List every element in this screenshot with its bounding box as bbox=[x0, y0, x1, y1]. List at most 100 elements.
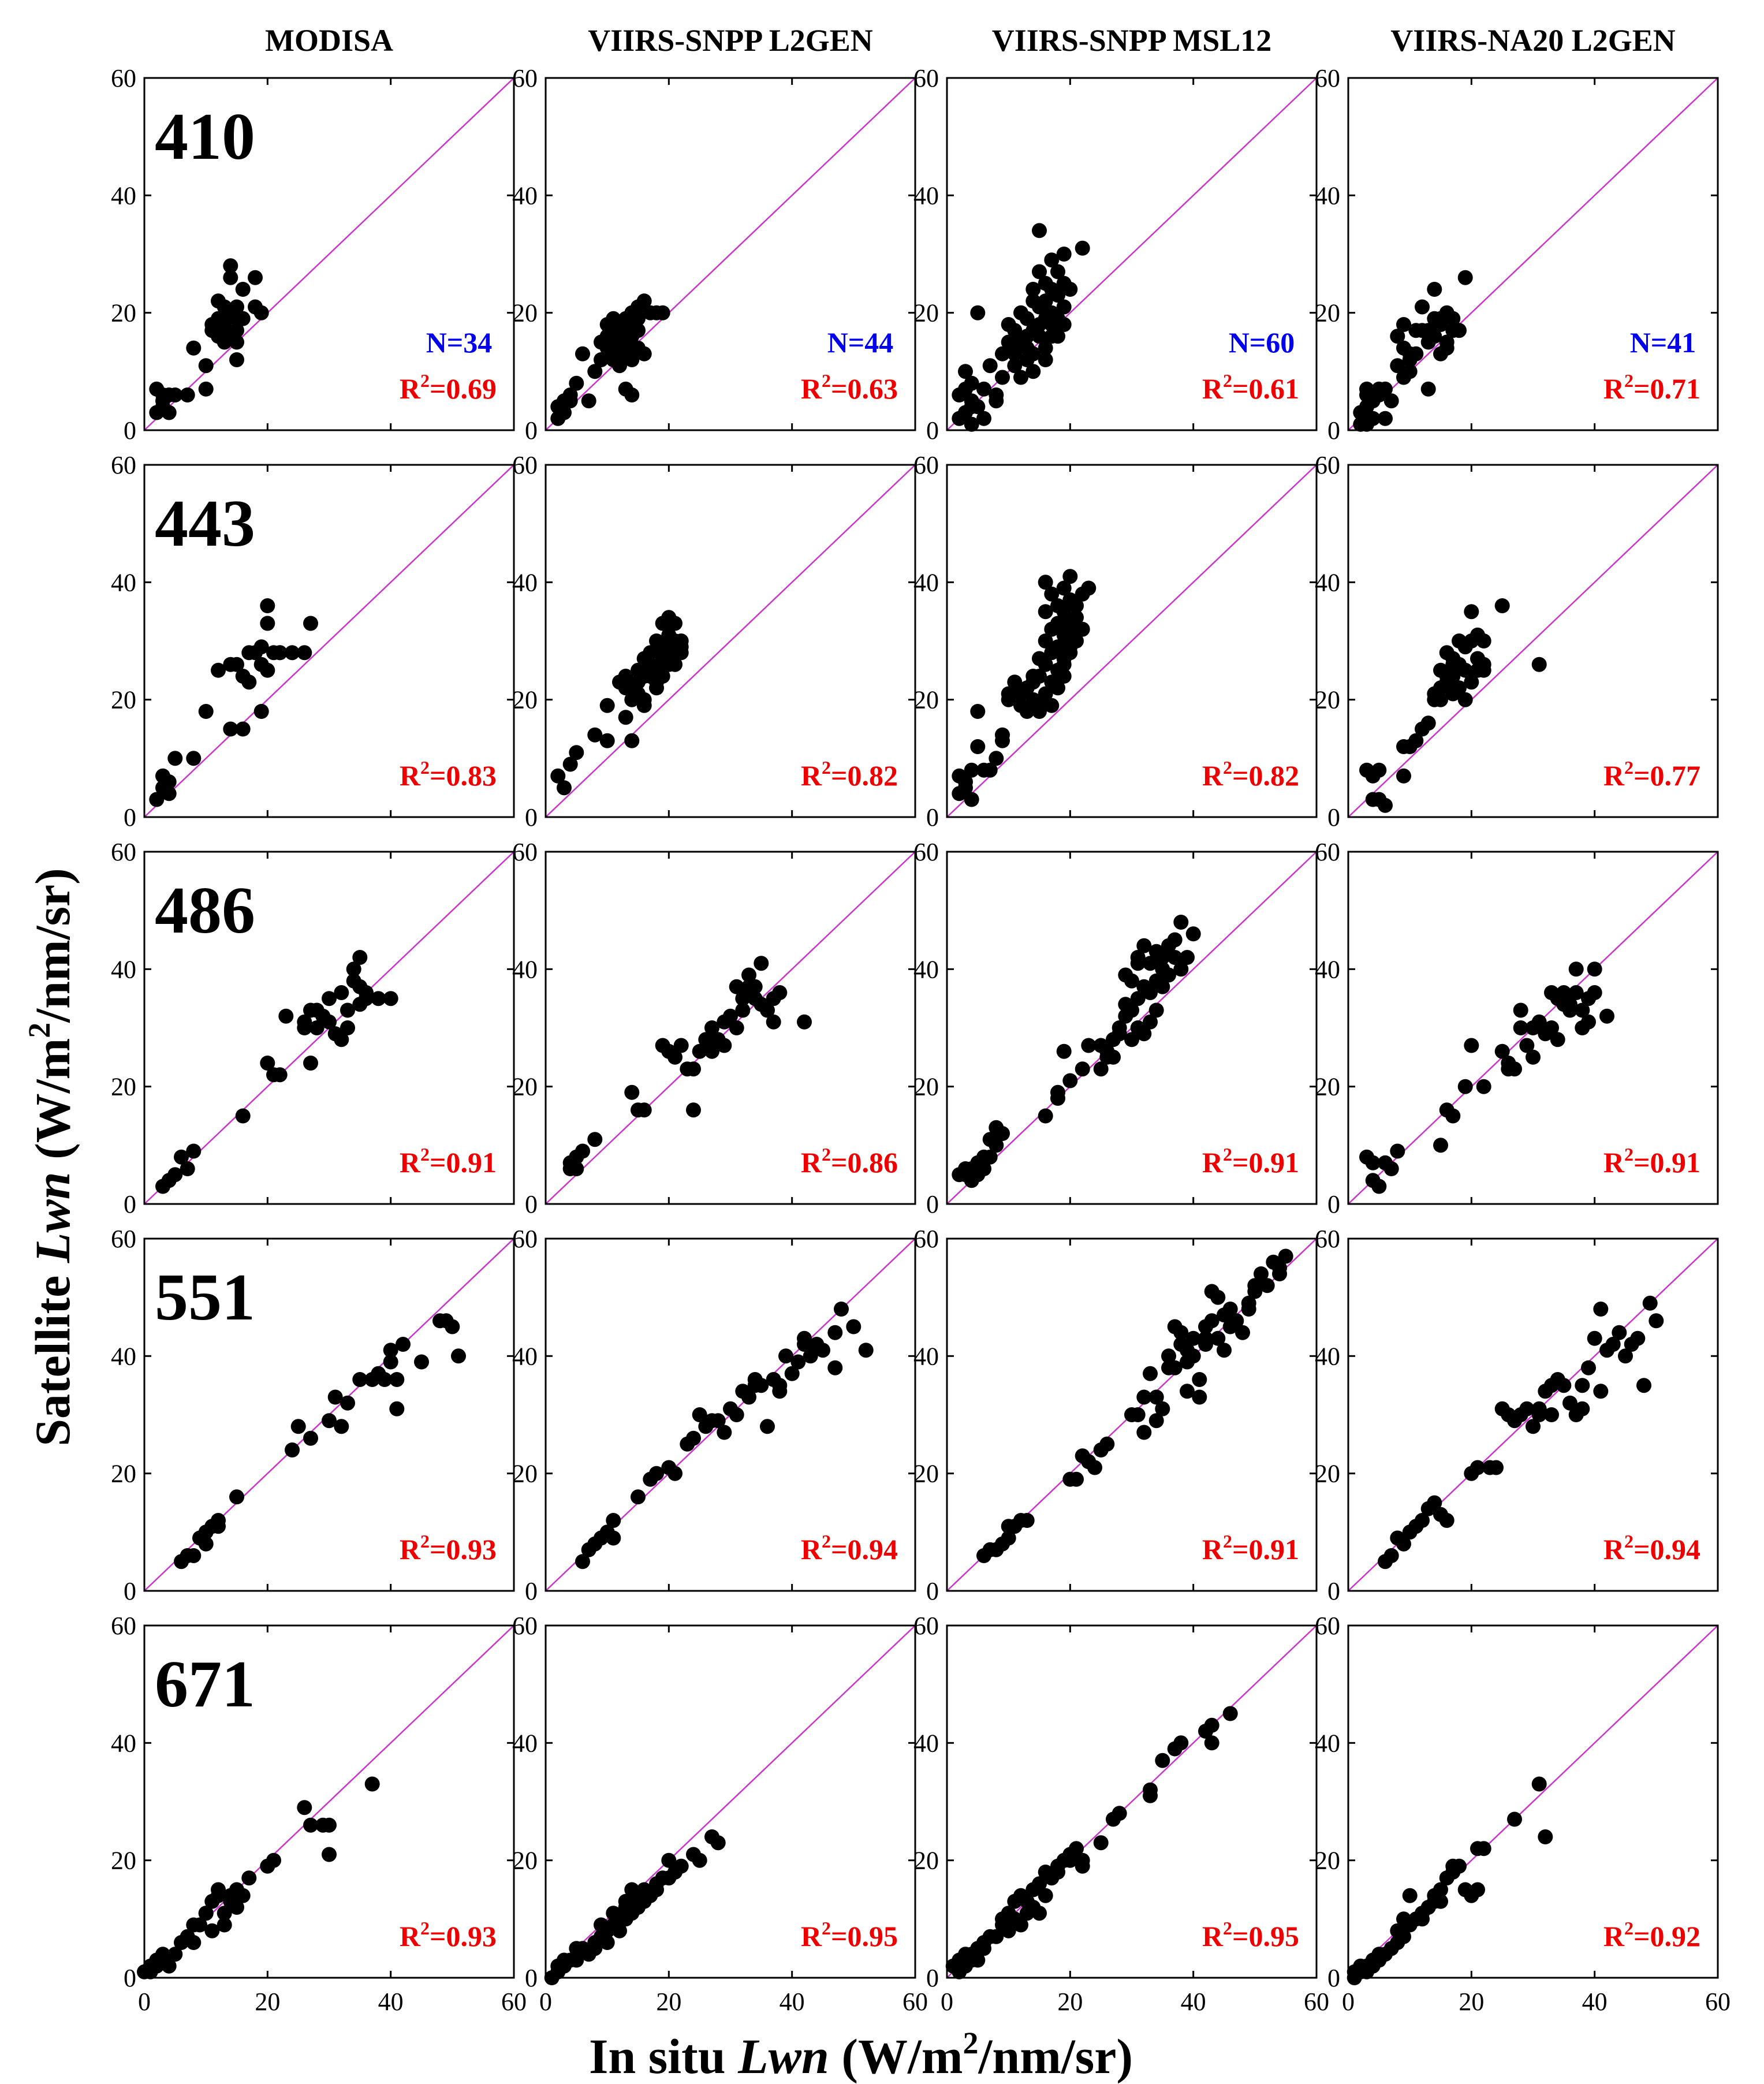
data-point bbox=[1396, 1536, 1411, 1552]
data-point bbox=[334, 985, 349, 1000]
data-point bbox=[155, 387, 170, 402]
data-point bbox=[636, 1102, 652, 1118]
data-point bbox=[1025, 364, 1041, 379]
data-point bbox=[1457, 692, 1473, 707]
data-point bbox=[1173, 1735, 1189, 1751]
data-point bbox=[797, 1337, 812, 1352]
data-point bbox=[167, 387, 183, 402]
data-point bbox=[174, 1149, 189, 1165]
data-point bbox=[667, 616, 683, 631]
data-point bbox=[858, 1343, 874, 1358]
column-title: VIIRS-NA20 L2GEN bbox=[1390, 23, 1676, 58]
y-tick-label: 60 bbox=[512, 1612, 538, 1640]
n-label: N=41 bbox=[1630, 326, 1696, 359]
x-tick-label: 40 bbox=[378, 1988, 404, 2016]
panel-671-3: 00 20 20 40 40 60 60 R2=0.95 bbox=[913, 1612, 1329, 2016]
data-point bbox=[1396, 768, 1411, 784]
data-point bbox=[229, 1900, 244, 1915]
data-point bbox=[1630, 1330, 1646, 1346]
data-point bbox=[1069, 1841, 1084, 1856]
data-point bbox=[278, 1008, 294, 1024]
r2-label: R2=0.71 bbox=[1603, 370, 1700, 405]
data-point bbox=[1575, 1020, 1590, 1035]
data-point bbox=[364, 1776, 380, 1792]
data-point bbox=[1526, 1419, 1541, 1434]
data-point bbox=[1038, 633, 1053, 648]
data-point bbox=[1642, 1295, 1658, 1311]
data-point bbox=[631, 1489, 646, 1505]
y-tick-label: 20 bbox=[1315, 1847, 1340, 1875]
data-point bbox=[1143, 1366, 1158, 1381]
data-point bbox=[1155, 1753, 1170, 1768]
data-point bbox=[1038, 340, 1053, 356]
data-point bbox=[1433, 317, 1448, 332]
y-tick-label: 0 bbox=[525, 803, 538, 832]
data-point bbox=[260, 662, 275, 678]
r2-label: R2=0.77 bbox=[1603, 757, 1700, 792]
y-tick-label: 40 bbox=[512, 955, 538, 983]
data-point bbox=[1457, 662, 1473, 678]
data-point bbox=[1001, 334, 1016, 350]
data-point bbox=[1433, 1893, 1448, 1909]
y-tick-label: 40 bbox=[512, 568, 538, 597]
data-point bbox=[1087, 1460, 1102, 1475]
panel-410-3: 0 20 40 60 N=60 R2=0.61 bbox=[913, 64, 1318, 445]
data-point bbox=[1254, 1266, 1269, 1281]
data-point bbox=[1050, 639, 1065, 655]
data-point bbox=[754, 956, 769, 971]
panel-551-3: 0 20 40 60 R2=0.91 bbox=[913, 1225, 1318, 1605]
data-point bbox=[1148, 1389, 1164, 1405]
data-point bbox=[1457, 270, 1473, 285]
data-point bbox=[686, 1430, 701, 1446]
data-point bbox=[1161, 1360, 1176, 1375]
data-point bbox=[729, 979, 744, 994]
data-point bbox=[241, 674, 257, 690]
panel-frame bbox=[1347, 77, 1719, 431]
data-point bbox=[729, 1407, 744, 1422]
y-tick-label: 60 bbox=[913, 64, 939, 92]
data-point bbox=[161, 786, 177, 801]
y-tick-label: 60 bbox=[913, 1225, 939, 1253]
data-point bbox=[1155, 950, 1170, 965]
data-point bbox=[229, 323, 244, 338]
band-label: 443 bbox=[155, 487, 255, 561]
data-point bbox=[1229, 1313, 1244, 1329]
data-point bbox=[1390, 1143, 1405, 1159]
data-point bbox=[297, 645, 312, 661]
panel-frame bbox=[1347, 1624, 1719, 1979]
data-point bbox=[1649, 1313, 1664, 1329]
data-point bbox=[1457, 1079, 1473, 1094]
data-point bbox=[248, 270, 263, 285]
data-point bbox=[612, 1923, 627, 1938]
data-point bbox=[741, 967, 756, 983]
panel-671-4: 00 20 20 40 40 60 60 R2=0.92 bbox=[1315, 1612, 1731, 2016]
data-point bbox=[285, 645, 300, 661]
data-point bbox=[760, 1002, 775, 1018]
data-point bbox=[211, 1513, 226, 1528]
one-to-one-line bbox=[144, 464, 514, 818]
data-point bbox=[964, 416, 979, 432]
data-point bbox=[1420, 715, 1436, 731]
y-tick-label: 20 bbox=[111, 1847, 136, 1875]
y-tick-label: 20 bbox=[111, 1460, 136, 1488]
y-tick-label: 0 bbox=[525, 1190, 538, 1218]
y-tick-label: 40 bbox=[1315, 955, 1340, 983]
data-point bbox=[562, 387, 578, 402]
data-point bbox=[377, 1372, 392, 1387]
band-label: 671 bbox=[155, 1647, 255, 1721]
data-point bbox=[649, 1882, 664, 1897]
data-point bbox=[1136, 1389, 1152, 1405]
data-point bbox=[1155, 979, 1170, 994]
data-point bbox=[1222, 1706, 1238, 1721]
data-point bbox=[970, 1952, 986, 1968]
data-point bbox=[1519, 1038, 1535, 1053]
data-point bbox=[1575, 1401, 1590, 1416]
column-title: VIIRS-SNPP MSL12 bbox=[992, 23, 1272, 58]
panel-551-4: 0 20 40 60 R2=0.94 bbox=[1315, 1225, 1719, 1605]
data-point bbox=[322, 1817, 337, 1833]
data-point bbox=[1075, 1858, 1090, 1874]
data-point bbox=[198, 1536, 214, 1552]
x-axis-title: In situ Lwn (W/m2/nm/sr) bbox=[589, 2026, 1133, 2084]
data-point bbox=[1470, 1460, 1485, 1475]
data-point bbox=[618, 710, 633, 725]
